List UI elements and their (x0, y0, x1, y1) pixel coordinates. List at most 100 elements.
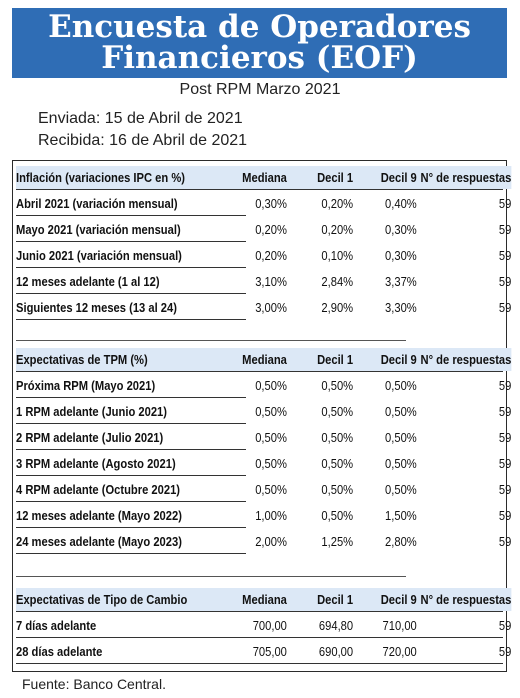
cell-decile-9: 2,80% (385, 534, 417, 549)
row-underline (16, 527, 246, 528)
cell-median: 0,50% (255, 430, 287, 445)
header-decile-1: Decil 1 (317, 352, 354, 367)
row-label: Abril 2021 (variación mensual) (16, 196, 178, 211)
row-label: Junio 2021 (variación mensual) (16, 248, 182, 263)
row-underline (16, 663, 503, 664)
header-responses: N° de respuestas (420, 170, 512, 185)
table-row: 12 meses adelante (1 al 12) 3,10% 2,84% … (16, 270, 511, 293)
cell-decile-1: 0,20% (321, 196, 354, 211)
row-underline (16, 319, 246, 320)
table-row: 3 RPM adelante (Agosto 2021) 0,50% 0,50%… (16, 452, 511, 475)
table-row: Junio 2021 (variación mensual) 0,20% 0,1… (16, 244, 511, 267)
received-date: Recibida: 16 de Abril de 2021 (38, 132, 248, 149)
row-label: 3 RPM adelante (Agosto 2021) (16, 456, 176, 471)
cell-median: 3,00% (255, 300, 287, 315)
cell-median: 1,00% (255, 508, 287, 523)
row-underline (16, 241, 246, 242)
row-label: 12 meses adelante (Mayo 2022) (16, 508, 182, 523)
tpm-header-row: Expectativas de TPM (%) Mediana Decil 1 … (16, 348, 512, 371)
cell-responses: 59 (498, 222, 512, 237)
cell-decile-9: 720,00 (382, 644, 417, 659)
cell-decile-1: 2,90% (321, 300, 354, 315)
table-row: Mayo 2021 (variación mensual) 0,20% 0,20… (16, 218, 511, 241)
cell-responses: 59 (498, 404, 512, 419)
row-label: 2 RPM adelante (Julio 2021) (16, 430, 164, 445)
cell-decile-9: 710,00 (382, 618, 417, 633)
cell-median: 0,20% (255, 222, 287, 237)
cell-decile-9: 0,50% (385, 430, 417, 445)
row-underline (16, 501, 246, 502)
sent-date: Enviada: 15 de Abril de 2021 (38, 110, 243, 127)
cell-median: 0,20% (255, 248, 287, 263)
row-underline (16, 267, 246, 268)
table-row: 4 RPM adelante (Octubre 2021) 0,50% 0,50… (16, 478, 511, 501)
survey-table-frame (12, 160, 507, 672)
fx-header-label: Expectativas de Tipo de Cambio (16, 592, 188, 607)
cell-decile-1: 0,50% (321, 404, 354, 419)
cell-responses: 59 (498, 508, 512, 523)
header-decile-9: Decil 9 (380, 170, 417, 185)
cell-decile-9: 3,30% (385, 300, 417, 315)
row-label: 12 meses adelante (1 al 12) (16, 274, 160, 289)
cell-responses: 59 (498, 644, 512, 659)
header-underline (16, 611, 503, 612)
title-line-2: Financieros (EOF) (101, 40, 418, 76)
section-divider (16, 340, 406, 341)
cell-responses: 59 (498, 430, 512, 445)
table-row: 12 meses adelante (Mayo 2022) 1,00% 0,50… (16, 504, 511, 527)
row-label: 1 RPM adelante (Junio 2021) (16, 404, 167, 419)
cell-decile-9: 3,37% (385, 274, 417, 289)
header-decile-1: Decil 1 (317, 170, 354, 185)
table-row: 28 días adelante 705,00 690,00 720,00 59 (16, 640, 511, 663)
row-underline (16, 293, 246, 294)
cell-responses: 59 (498, 482, 512, 497)
cell-decile-1: 0,50% (321, 482, 354, 497)
cell-decile-1: 0,50% (321, 456, 354, 471)
row-underline (16, 553, 246, 554)
table-row: 2 RPM adelante (Julio 2021) 0,50% 0,50% … (16, 426, 511, 449)
cell-decile-9: 0,50% (385, 378, 417, 393)
inflation-header-label: Inflación (variaciones IPC en %) (16, 170, 185, 185)
cell-median: 700,00 (252, 618, 287, 633)
cell-responses: 59 (498, 618, 512, 633)
cell-median: 0,50% (255, 482, 287, 497)
table-row: 24 meses adelante (Mayo 2023) 2,00% 1,25… (16, 530, 511, 553)
cell-median: 705,00 (252, 644, 287, 659)
header-underline (16, 189, 503, 190)
header-decile-9: Decil 9 (380, 352, 417, 367)
cell-decile-9: 0,30% (385, 248, 417, 263)
header-underline (16, 371, 503, 372)
header-decile-1: Decil 1 (317, 592, 354, 607)
cell-responses: 59 (498, 534, 512, 549)
inflation-header-row: Inflación (variaciones IPC en %) Mediana… (16, 166, 512, 189)
cell-decile-1: 0,50% (321, 378, 354, 393)
cell-responses: 59 (498, 300, 512, 315)
header-median: Mediana (242, 170, 287, 185)
row-label: 24 meses adelante (Mayo 2023) (16, 534, 182, 549)
row-label: 4 RPM adelante (Octubre 2021) (16, 482, 181, 497)
header-responses: N° de respuestas (420, 352, 512, 367)
cell-decile-9: 0,50% (385, 404, 417, 419)
cell-responses: 59 (498, 248, 512, 263)
cell-median: 0,50% (255, 456, 287, 471)
table-row: Próxima RPM (Mayo 2021) 0,50% 0,50% 0,50… (16, 374, 511, 397)
cell-median: 2,00% (255, 534, 287, 549)
cell-decile-1: 694,80 (318, 618, 354, 633)
row-underline (16, 397, 246, 398)
section-divider (16, 576, 406, 577)
row-label: 7 días adelante (16, 618, 97, 633)
cell-median: 0,50% (255, 378, 287, 393)
cell-responses: 59 (498, 378, 512, 393)
subtitle: Post RPM Marzo 2021 (179, 81, 341, 98)
cell-median: 0,30% (255, 196, 287, 211)
cell-decile-1: 0,50% (321, 508, 354, 523)
cell-responses: 59 (498, 456, 512, 471)
row-underline (16, 475, 246, 476)
cell-decile-9: 0,30% (385, 222, 417, 237)
table-row: Abril 2021 (variación mensual) 0,30% 0,2… (16, 192, 511, 215)
row-label: Próxima RPM (Mayo 2021) (16, 378, 156, 393)
cell-decile-9: 0,40% (385, 196, 417, 211)
cell-decile-1: 0,10% (321, 248, 354, 263)
cell-decile-1: 0,20% (321, 222, 354, 237)
tpm-header-label: Expectativas de TPM (%) (16, 352, 148, 367)
